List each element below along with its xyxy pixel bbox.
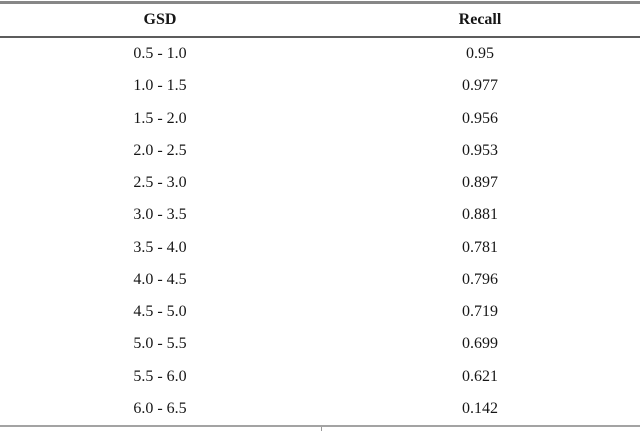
gsd-cell: 5.0 - 5.5 (133, 335, 187, 353)
gsd-cell: 4.0 - 4.5 (133, 270, 187, 288)
recall-cell: 0.95 (466, 45, 494, 63)
recall-cell: 0.956 (462, 109, 498, 127)
table-row: 3.5 - 4.0 0.781 (0, 232, 640, 264)
gsd-cell: 2.0 - 2.5 (133, 141, 187, 159)
table-row: 1.5 - 2.0 0.956 (0, 103, 640, 135)
table-row: 3.0 - 3.5 0.881 (0, 199, 640, 231)
table-row: 5.5 - 6.0 0.621 (0, 361, 640, 393)
gsd-cell: 2.5 - 3.0 (133, 174, 187, 192)
table-row: 4.5 - 5.0 0.719 (0, 296, 640, 328)
recall-cell: 0.977 (462, 77, 498, 95)
gsd-cell: 6.0 - 6.5 (133, 399, 187, 417)
gsd-cell: 1.0 - 1.5 (133, 77, 187, 95)
gsd-cell: 3.5 - 4.0 (133, 238, 187, 256)
table-row: 2.0 - 2.5 0.953 (0, 135, 640, 167)
column-header-recall: Recall (458, 11, 502, 28)
recall-cell: 0.621 (462, 367, 498, 385)
table-row: 4.0 - 4.5 0.796 (0, 264, 640, 296)
recall-cell: 0.953 (462, 141, 498, 159)
column-divider-tick (321, 427, 322, 431)
table-bottom-rule (0, 425, 640, 427)
table-body: 0.5 - 1.0 0.95 1.0 - 1.5 0.977 1.5 - 2.0… (0, 38, 640, 425)
table-row: 0.5 - 1.0 0.95 (0, 38, 640, 70)
gsd-cell: 5.5 - 6.0 (133, 367, 187, 385)
gsd-cell: 1.5 - 2.0 (133, 109, 187, 127)
recall-cell: 0.881 (462, 206, 498, 224)
column-header-gsd: GSD (143, 11, 177, 28)
table-row: 5.0 - 5.5 0.699 (0, 328, 640, 360)
recall-cell: 0.719 (462, 303, 498, 321)
recall-cell: 0.796 (462, 270, 498, 288)
gsd-cell: 4.5 - 5.0 (133, 303, 187, 321)
gsd-cell: 0.5 - 1.0 (133, 45, 187, 63)
table-row: 1.0 - 1.5 0.977 (0, 70, 640, 102)
table-row: 2.5 - 3.0 0.897 (0, 167, 640, 199)
table-header-row: GSD Recall (0, 4, 640, 36)
recall-cell: 0.897 (462, 174, 498, 192)
table-top-rule (0, 1, 640, 4)
table-row: 6.0 - 6.5 0.142 (0, 393, 640, 425)
recall-cell: 0.699 (462, 335, 498, 353)
recall-cell: 0.142 (462, 399, 498, 417)
gsd-cell: 3.0 - 3.5 (133, 206, 187, 224)
recall-cell: 0.781 (462, 238, 498, 256)
table-header-rule (0, 36, 640, 38)
